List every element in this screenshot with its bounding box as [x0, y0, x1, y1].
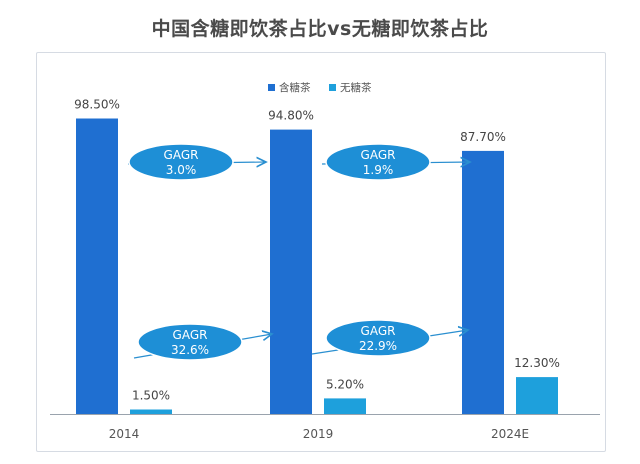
legend-label-1: 含糖茶: [279, 81, 311, 94]
cagr-label-1: GAGR: [164, 148, 199, 162]
x-tick-label-2014: 2014: [109, 427, 140, 441]
bar-2019-series-2: [324, 398, 366, 414]
legend-label-2: 无糖茶: [340, 81, 372, 94]
cagr-value-1: 3.0%: [166, 163, 197, 177]
cagr-bubble-3: [137, 323, 243, 361]
cagr-bubble-1: [128, 143, 234, 181]
chart-frame: [36, 52, 606, 452]
cagr-bubble-2: [325, 143, 431, 181]
bar-2014-series-2: [130, 409, 172, 414]
cagr-value-2: 1.9%: [363, 163, 394, 177]
data-label-2019-series-2: 5.20%: [326, 377, 364, 391]
legend-swatch-2: [329, 84, 336, 91]
cagr-label-2: GAGR: [361, 148, 396, 162]
x-tick-label-2024E: 2024E: [491, 427, 529, 441]
cagr-value-3: 32.6%: [171, 343, 209, 357]
cagr-bubble-4: [325, 319, 431, 357]
bar-2024E-series-1: [462, 150, 504, 414]
cagr-label-3: GAGR: [173, 328, 208, 342]
data-label-2024E-series-2: 12.30%: [514, 356, 560, 370]
data-label-2019-series-1: 94.80%: [268, 109, 314, 123]
data-label-2024E-series-1: 87.70%: [460, 130, 506, 144]
bar-2024E-series-2: [516, 377, 558, 414]
bar-2019-series-1: [270, 129, 312, 414]
data-label-2014-series-1: 98.50%: [74, 98, 120, 112]
cagr-value-4: 22.9%: [359, 339, 397, 353]
legend-swatch-1: [268, 84, 275, 91]
bar-2014-series-1: [76, 118, 118, 414]
chart-title: 中国含糖即饮茶占比vs无糖即饮茶占比: [151, 18, 489, 40]
cagr-label-4: GAGR: [361, 324, 396, 338]
data-label-2014-series-2: 1.50%: [132, 389, 170, 403]
x-tick-label-2019: 2019: [303, 427, 334, 441]
